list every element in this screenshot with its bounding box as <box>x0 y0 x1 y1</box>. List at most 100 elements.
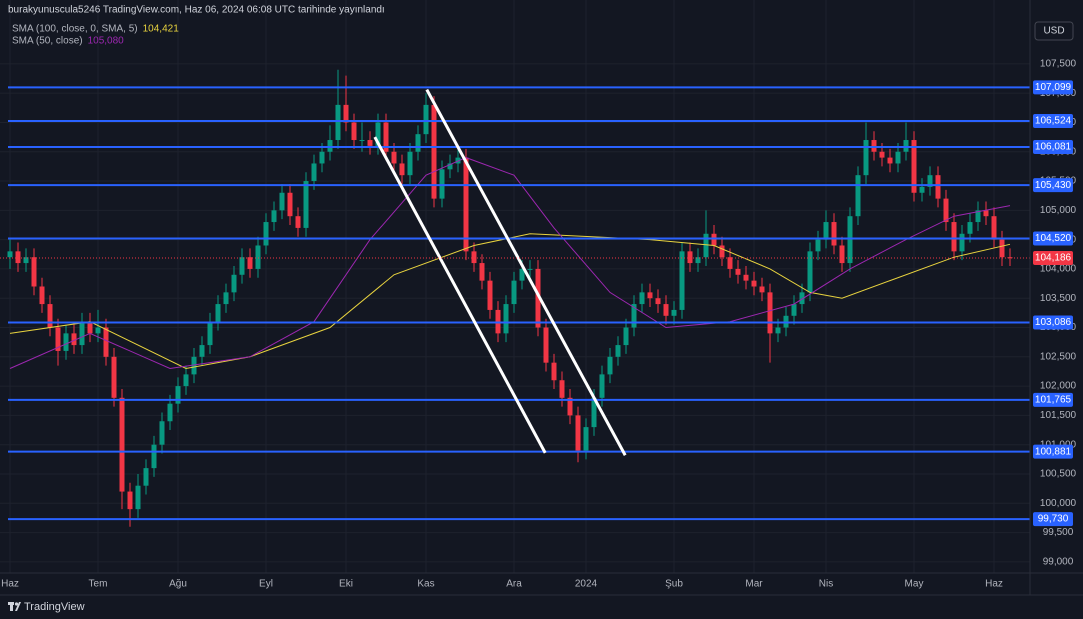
candle-body <box>103 327 109 357</box>
candle-body <box>327 140 333 152</box>
candle-body <box>759 286 765 293</box>
candle-body <box>391 151 397 164</box>
candle-body <box>639 292 645 305</box>
x-tick-label: Ağu <box>169 579 187 590</box>
candle-body <box>111 356 117 398</box>
y-tick-label: 100,500 <box>1040 469 1077 480</box>
candle-body <box>455 157 461 164</box>
last-price-box <box>1033 251 1073 266</box>
candle-body <box>215 304 221 322</box>
candle-body <box>807 251 813 293</box>
legend-entry: SMA (100, close, 0, SMA, 5) <box>12 24 138 35</box>
candle-body <box>647 292 653 299</box>
candle-body <box>31 257 37 287</box>
level-label: 106,524 <box>1035 116 1072 127</box>
x-tick-label: Nis <box>819 579 833 590</box>
y-tick-label: 105,000 <box>1040 205 1077 216</box>
candle-body <box>895 151 901 164</box>
candle-body <box>183 374 189 387</box>
candle-body <box>255 245 261 269</box>
candle-body <box>735 268 741 275</box>
header: burakyunuscula5246 TradingView.com, Haz … <box>8 5 385 16</box>
candle-body <box>791 304 797 316</box>
candle-body <box>279 192 285 211</box>
candle-body <box>335 104 341 141</box>
candle-body <box>775 327 781 334</box>
candle-body <box>407 151 413 176</box>
candle-body <box>511 280 517 305</box>
x-tick-label: Haz <box>985 579 1003 590</box>
x-tick-label: Eyl <box>259 579 273 590</box>
y-tick-label: 101,500 <box>1040 410 1077 421</box>
candle-body <box>15 251 21 264</box>
candle-body <box>607 356 613 375</box>
candle-body <box>711 233 717 246</box>
candle-body <box>871 140 877 152</box>
candle-body <box>527 268 533 270</box>
candle-body <box>231 274 237 293</box>
candle-body <box>887 157 893 164</box>
candle-body <box>39 286 45 305</box>
candle-body <box>983 210 989 217</box>
candle-body <box>663 304 669 316</box>
legend-entry: SMA (50, close) <box>12 36 83 47</box>
candle-body <box>71 333 77 346</box>
candle-body <box>767 292 773 334</box>
x-tick-label: Kas <box>417 579 434 590</box>
candle-body <box>911 140 917 193</box>
candle-body <box>159 421 165 445</box>
candle-body <box>351 122 357 141</box>
level-label-box <box>1033 512 1073 527</box>
x-tick-label: Şub <box>665 579 683 590</box>
sma-line <box>9 233 1011 370</box>
candle-body <box>135 485 141 510</box>
x-tick-label: Haz <box>1 579 19 590</box>
trend-line <box>373 136 547 454</box>
candle-body <box>375 122 381 146</box>
candle-body <box>615 345 621 357</box>
candle-body <box>719 245 725 258</box>
candle-body <box>287 192 293 217</box>
candle-body <box>927 175 933 187</box>
axis: 99,00099,500100,000100,500101,000101,500… <box>1 59 1076 590</box>
x-tick-label: 2024 <box>575 579 598 590</box>
level-label: 104,520 <box>1035 233 1072 244</box>
candle-body <box>863 140 869 176</box>
candle-body <box>383 122 389 152</box>
last-price-label: 104,186 <box>1035 253 1072 264</box>
candle-body <box>471 251 477 264</box>
y-tick-label: 99,500 <box>1043 527 1074 538</box>
candle-body <box>167 403 173 422</box>
candle-body <box>399 163 405 176</box>
candle-body <box>935 175 941 199</box>
level-label-box <box>1033 139 1073 154</box>
x-tick-label: Mar <box>745 579 763 590</box>
trend-line <box>425 88 627 456</box>
y-tick-label: 103,500 <box>1040 293 1077 304</box>
legend-value: 105,080 <box>88 36 125 47</box>
candle-body <box>263 222 269 246</box>
level-label: 101,765 <box>1035 395 1072 406</box>
candle-body <box>551 362 557 381</box>
candle-body <box>903 140 909 152</box>
candle-body <box>743 274 749 281</box>
candle-body <box>727 257 733 269</box>
level-label: 99,730 <box>1038 514 1069 525</box>
candle-body <box>199 345 205 357</box>
currency[interactable]: USD <box>1043 26 1064 37</box>
candle-body <box>991 216 997 240</box>
candle-body <box>439 169 445 199</box>
candle-body <box>975 210 981 223</box>
candle-body <box>815 239 821 252</box>
candle-body <box>359 140 365 142</box>
candle-body <box>487 280 493 310</box>
plot <box>0 69 1030 527</box>
currency-box[interactable] <box>1034 21 1074 41</box>
candle-body <box>839 245 845 264</box>
level-label: 105,430 <box>1035 180 1072 191</box>
candle-body <box>63 333 69 351</box>
candle-body <box>799 292 805 305</box>
candle-body <box>631 304 637 328</box>
candle-body <box>943 198 949 223</box>
